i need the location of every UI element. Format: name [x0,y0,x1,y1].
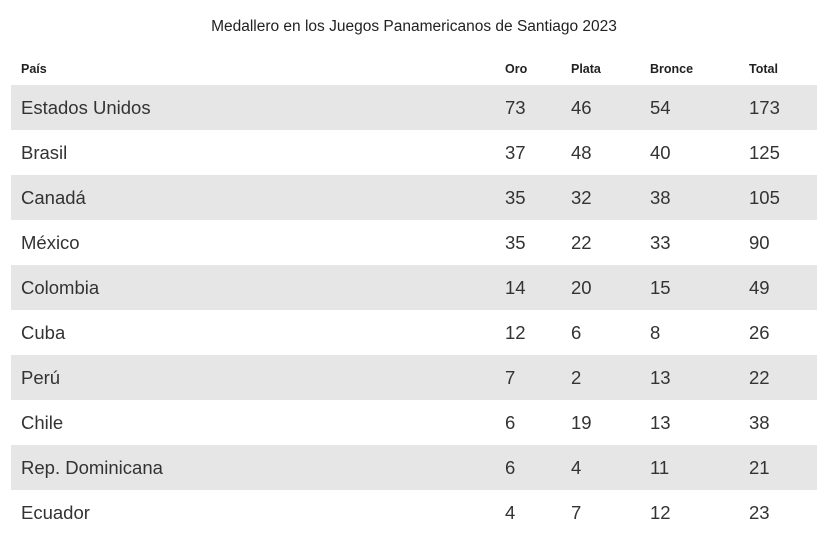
bronze-cell: 8 [640,310,739,355]
bronze-cell: 13 [640,355,739,400]
country-cell: Colombia [11,265,495,310]
table-row: Rep. Dominicana 6 4 11 21 [11,445,817,490]
silver-cell: 20 [561,265,640,310]
column-header-gold: Oro [505,61,528,76]
total-cell: 22 [739,355,817,400]
total-cell: 90 [739,220,817,265]
table-row: Canadá 35 32 38 105 [11,175,817,220]
total-cell: 125 [739,130,817,175]
total-cell: 23 [739,490,817,535]
gold-cell: 35 [495,175,561,220]
gold-cell: 7 [495,355,561,400]
bronze-cell: 40 [640,130,739,175]
gold-cell: 6 [495,400,561,445]
silver-cell: 2 [561,355,640,400]
silver-cell: 4 [561,445,640,490]
header-row: País Oro Plata Bronce Total [11,52,817,85]
country-cell: Canadá [11,175,495,220]
table-row: Brasil 37 48 40 125 [11,130,817,175]
silver-cell: 7 [561,490,640,535]
gold-cell: 14 [495,265,561,310]
column-header-bronze: Bronce [650,61,694,76]
silver-cell: 19 [561,400,640,445]
silver-cell: 46 [561,85,640,130]
country-cell: Cuba [11,310,495,355]
bronze-cell: 12 [640,490,739,535]
bronze-cell: 13 [640,400,739,445]
silver-cell: 6 [561,310,640,355]
table-body: Estados Unidos 73 46 54 173 Brasil 37 48 40 125 Ca… [11,85,817,535]
bronze-cell: 33 [640,220,739,265]
total-cell: 173 [739,85,817,130]
gold-cell: 12 [495,310,561,355]
table-row: Colombia 14 20 15 49 [11,265,817,310]
table-row: Chile 6 19 13 38 [11,400,817,445]
country-cell: Perú [11,355,495,400]
table-row: México 35 22 33 90 [11,220,817,265]
column-header-country: País [21,61,47,76]
gold-cell: 6 [495,445,561,490]
total-cell: 21 [739,445,817,490]
total-cell: 38 [739,400,817,445]
bronze-cell: 11 [640,445,739,490]
country-cell: Rep. Dominicana [11,445,495,490]
country-cell: Estados Unidos [11,85,495,130]
silver-cell: 48 [561,130,640,175]
gold-cell: 73 [495,85,561,130]
table-row: Cuba 12 6 8 26 [11,310,817,355]
gold-cell: 35 [495,220,561,265]
total-cell: 49 [739,265,817,310]
gold-cell: 4 [495,490,561,535]
country-cell: Ecuador [11,490,495,535]
gold-cell: 37 [495,130,561,175]
country-cell: Brasil [11,130,495,175]
country-cell: México [11,220,495,265]
silver-cell: 32 [561,175,640,220]
column-header-total: Total [749,61,778,76]
medal-table: País Oro Plata Bronce Total Estados Unid… [11,52,817,535]
table-header: País Oro Plata Bronce Total [11,52,817,85]
table-row: Ecuador 4 7 12 23 [11,490,817,535]
table-title: Medallero en los Juegos Panamericanos de… [211,18,617,35]
table-row: Estados Unidos 73 46 54 173 [11,85,817,130]
silver-cell: 22 [561,220,640,265]
column-header-silver: Plata [571,61,601,76]
total-cell: 105 [739,175,817,220]
table-row: Perú 7 2 13 22 [11,355,817,400]
total-cell: 26 [739,310,817,355]
bronze-cell: 15 [640,265,739,310]
bronze-cell: 38 [640,175,739,220]
bronze-cell: 54 [640,85,739,130]
country-cell: Chile [11,400,495,445]
